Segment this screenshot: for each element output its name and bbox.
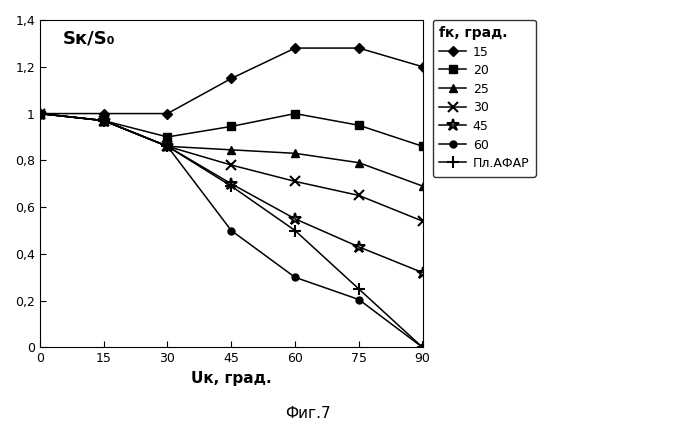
- 60: [354, 297, 363, 302]
- 25: [99, 118, 108, 123]
- 60: [164, 144, 172, 149]
- Line: 20: 20: [36, 109, 427, 151]
- 15: [291, 46, 299, 51]
- 15: [36, 111, 44, 116]
- 25: [164, 144, 172, 149]
- 20: [99, 118, 108, 123]
- Text: Sк/S₀: Sк/S₀: [63, 30, 115, 48]
- 25: [419, 184, 427, 189]
- 45: [164, 144, 172, 149]
- Line: 15: 15: [36, 45, 426, 117]
- 30: [227, 162, 236, 168]
- Line: 30: 30: [35, 109, 428, 226]
- 20: [164, 135, 172, 140]
- 60: [36, 111, 44, 116]
- Пл.АФАР: [354, 287, 363, 292]
- Пл.АФАР: [99, 118, 108, 123]
- 60: [419, 345, 427, 350]
- 30: [419, 219, 427, 224]
- 20: [36, 111, 44, 116]
- 60: [99, 118, 108, 123]
- Line: 45: 45: [34, 107, 429, 279]
- 20: [419, 144, 427, 149]
- Пл.АФАР: [164, 144, 172, 149]
- Line: 60: 60: [36, 110, 426, 351]
- 30: [291, 179, 299, 184]
- 25: [227, 147, 236, 152]
- 20: [354, 123, 363, 128]
- 30: [354, 193, 363, 198]
- X-axis label: Uк, град.: Uк, град.: [191, 371, 272, 386]
- 45: [419, 270, 427, 275]
- 30: [164, 144, 172, 149]
- 20: [291, 111, 299, 116]
- 25: [36, 111, 44, 116]
- 25: [291, 151, 299, 156]
- Line: 25: 25: [36, 109, 427, 190]
- 15: [99, 111, 108, 116]
- Пл.АФАР: [227, 184, 236, 189]
- 45: [99, 118, 108, 123]
- 15: [419, 64, 427, 69]
- Пл.АФАР: [419, 345, 427, 350]
- 45: [291, 216, 299, 222]
- 25: [354, 160, 363, 165]
- 60: [291, 275, 299, 280]
- Пл.АФАР: [36, 111, 44, 116]
- 30: [99, 118, 108, 123]
- 15: [227, 76, 236, 81]
- Text: Фиг.7: Фиг.7: [284, 406, 331, 421]
- 30: [36, 111, 44, 116]
- Пл.АФАР: [291, 228, 299, 233]
- 45: [354, 244, 363, 249]
- 20: [227, 124, 236, 129]
- 45: [36, 111, 44, 116]
- 45: [227, 181, 236, 186]
- Legend: 15, 20, 25, 30, 45, 60, Пл.АФАР: 15, 20, 25, 30, 45, 60, Пл.АФАР: [433, 20, 535, 176]
- Line: Пл.АФАР: Пл.АФАР: [34, 108, 428, 353]
- 15: [354, 46, 363, 51]
- 15: [164, 111, 172, 116]
- 60: [227, 228, 236, 233]
